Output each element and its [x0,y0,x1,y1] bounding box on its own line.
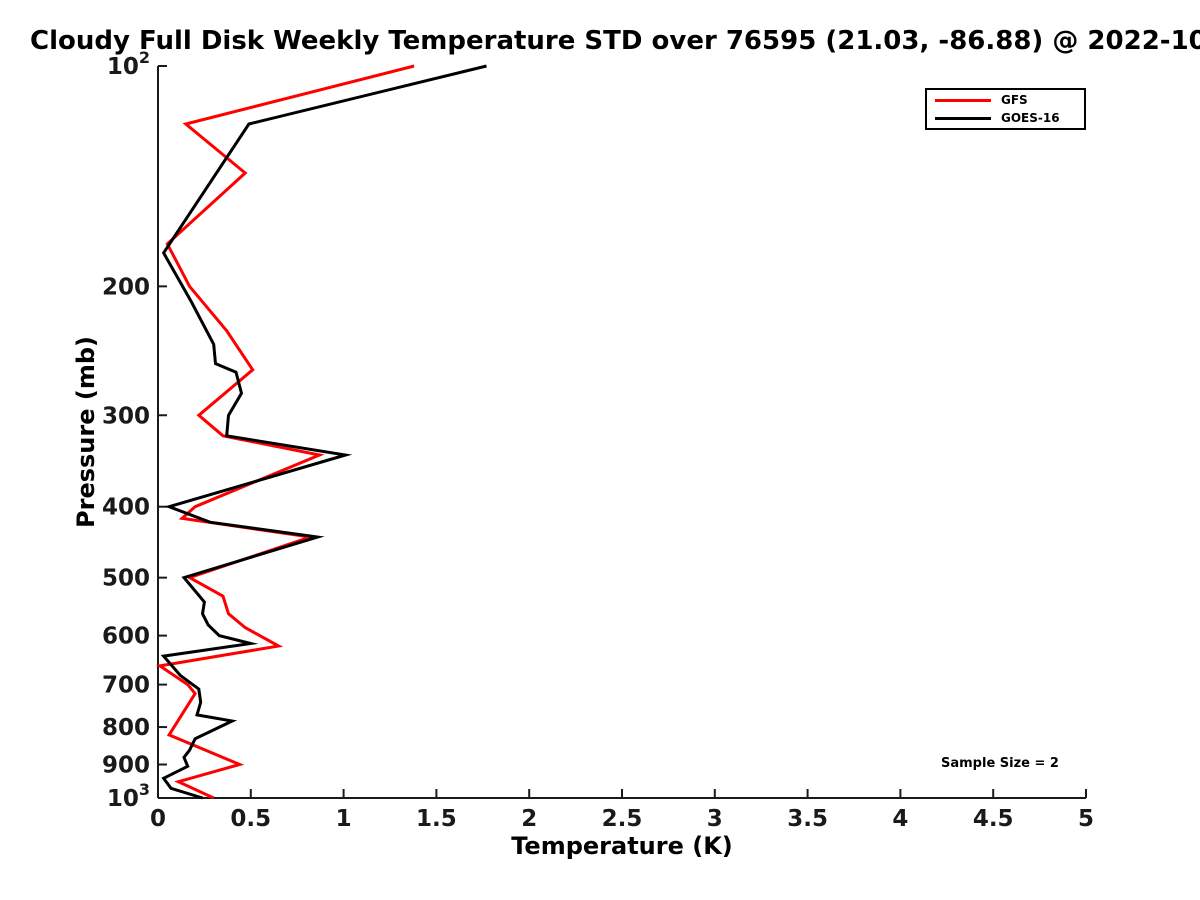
legend-item-goes16: GOES-16 [935,111,1076,125]
y-tick-label: 200 [102,274,150,300]
x-tick-label: 1.5 [416,806,457,832]
x-axis-label: Temperature (K) [511,832,733,860]
y-tick-label: 103 [107,780,150,812]
x-tick-label: 0 [150,806,166,832]
sample-size-annotation: Sample Size = 2 [941,756,1059,771]
x-tick-label: 5 [1078,806,1094,832]
x-tick-label: 4 [892,806,908,832]
legend-item-gfs: GFS [935,93,1076,107]
chart-title: Cloudy Full Disk Weekly Temperature STD … [30,26,1200,56]
legend-label-goes16: GOES-16 [1001,111,1060,125]
x-tick-label: 3.5 [787,806,828,832]
goes16-line-swatch [935,116,991,120]
y-tick-label: 102 [107,48,150,80]
y-axis-label: Pressure (mb) [72,336,100,528]
y-tick-label: 300 [102,403,150,429]
x-tick-label: 1 [336,806,352,832]
x-tick-label: 4.5 [973,806,1014,832]
x-tick-label: 3 [707,806,723,832]
x-tick-label: 2 [521,806,537,832]
y-tick-label: 400 [102,495,150,521]
x-tick-label: 0.5 [230,806,271,832]
legend-label-gfs: GFS [1001,93,1028,107]
x-tick-label: 2.5 [602,806,643,832]
y-tick-label: 600 [102,624,150,650]
y-tick-label: 800 [102,715,150,741]
y-tick-label: 500 [102,566,150,592]
y-tick-label: 900 [102,753,150,779]
legend-box: GFS GOES-16 [925,88,1086,130]
series-line-goes-16 [160,64,487,800]
gfs-line-swatch [935,98,991,102]
y-tick-label: 700 [102,673,150,699]
